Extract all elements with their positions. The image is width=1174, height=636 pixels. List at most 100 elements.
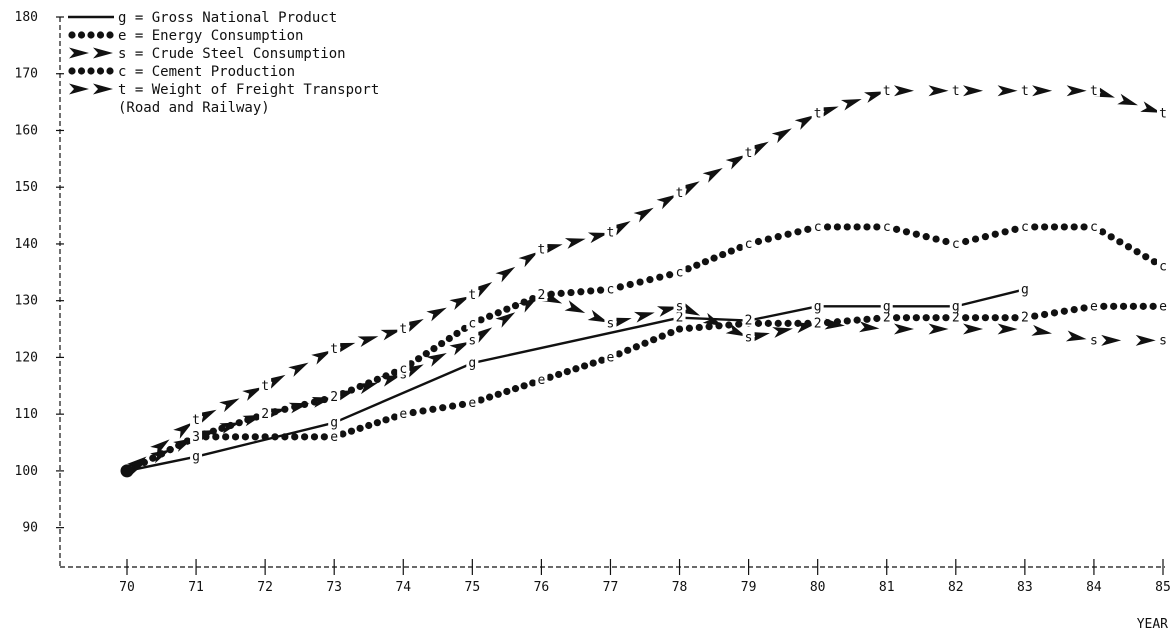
series-dot: [1110, 302, 1118, 310]
series-arrow: [963, 85, 984, 97]
legend-item-t2: (Road and Railway): [118, 100, 270, 116]
series-arrow: [357, 336, 379, 348]
series-dot: [942, 314, 950, 322]
series-dot: [529, 379, 537, 387]
series-dot: [615, 350, 623, 358]
point-label-bg: [397, 405, 410, 421]
series-arrow: [449, 296, 470, 311]
series-dot: [486, 312, 494, 320]
point-label-bg: [949, 297, 962, 313]
series-dot: [1050, 223, 1059, 231]
series-arrow: [864, 91, 885, 103]
series-dot: [511, 302, 520, 310]
series-dot: [685, 324, 694, 332]
series-dot: [339, 389, 347, 398]
series-dot: [547, 290, 555, 298]
series-dot: [347, 386, 356, 394]
point-label: s: [1090, 333, 1098, 348]
point-label-bg: [466, 354, 479, 370]
series-dot: [1070, 306, 1078, 314]
series-dot: [626, 280, 634, 289]
point-label: e: [537, 373, 545, 388]
point-label: g: [330, 416, 338, 431]
point-label-bg: [742, 311, 755, 327]
point-label-bg: [742, 144, 755, 160]
point-label-bg: [466, 393, 479, 409]
series-dot: [764, 319, 772, 327]
point-label: s: [676, 299, 684, 314]
series-dot: [301, 433, 309, 441]
series-dot: [735, 320, 743, 328]
series-dot: [693, 261, 701, 269]
series-dot: [705, 323, 713, 331]
series-dot: [1119, 302, 1128, 310]
series-arrow: [1135, 334, 1156, 346]
point-label-bg: [190, 427, 203, 443]
point-label: t: [607, 226, 615, 241]
series-dot: [863, 223, 871, 231]
series-dot: [1060, 307, 1068, 315]
series-dot: [445, 334, 453, 343]
point-label-bg: [259, 405, 272, 421]
series-dot: [873, 223, 881, 231]
legend-swatch-dot: [106, 31, 114, 39]
series-dot: [244, 416, 252, 424]
series-arrow: [93, 83, 113, 95]
point-label-bg: [1157, 297, 1169, 313]
y-tick-label: 90: [22, 521, 38, 536]
series-segment: [333, 361, 473, 424]
point-label: t: [468, 288, 476, 303]
point-label-bg: [742, 328, 755, 344]
series-dot: [922, 233, 930, 241]
series-arrow: [1101, 334, 1122, 346]
series-arrow: [564, 238, 586, 249]
x-tick-label: 78: [672, 580, 688, 595]
point-label-bg: [880, 308, 893, 324]
series-dot: [962, 314, 970, 322]
series-dot: [873, 314, 881, 323]
x-tick-label: 80: [810, 580, 826, 595]
series-dot: [597, 286, 605, 294]
series-dot: [271, 433, 279, 441]
point-label: e: [1159, 299, 1167, 314]
series-arrow: [69, 83, 89, 95]
series-dot: [932, 314, 940, 322]
point-label-bg: [397, 320, 410, 336]
point-label-bg: [811, 297, 824, 313]
series-dot: [632, 343, 640, 351]
point-label: t: [399, 322, 407, 337]
point-label-bg: [190, 410, 203, 426]
series-dot: [893, 314, 901, 322]
series-arrow: [1066, 85, 1087, 97]
series-dot: [666, 271, 674, 279]
point-label-bg: [466, 314, 479, 330]
point-label-bg: [328, 413, 341, 429]
series-dot: [853, 316, 861, 324]
point-labels-layer: g3t 2teg2tesctegscte2tesct2scts2ct2gct2gc…: [190, 81, 1169, 465]
series-dot: [365, 421, 373, 430]
series-dot: [281, 433, 289, 441]
series-arrow: [311, 350, 332, 365]
series-dot: [555, 370, 563, 379]
series-dot: [218, 424, 226, 432]
point-label-bg: [949, 234, 962, 250]
point-label: c: [1159, 260, 1167, 275]
point-label: e: [607, 350, 615, 365]
legend-swatch-dot: [96, 67, 105, 75]
point-label-bg: [1157, 104, 1169, 120]
series-dot: [624, 346, 632, 354]
series-dot: [320, 395, 328, 404]
series-arrow: [702, 168, 723, 183]
series-dot: [503, 305, 511, 313]
series-arrow: [426, 353, 447, 367]
point-label: e: [399, 407, 407, 422]
point-label: c: [1090, 220, 1098, 235]
series-dot: [557, 289, 565, 297]
point-label: t: [676, 186, 684, 201]
point-label-bg: [1087, 331, 1100, 347]
point-label-bg: [259, 376, 272, 392]
point-label: c: [676, 265, 684, 280]
point-label-bg: [328, 388, 341, 404]
legend-label: s = Crude Steel Consumption: [118, 46, 346, 62]
point-label: g: [468, 356, 476, 371]
